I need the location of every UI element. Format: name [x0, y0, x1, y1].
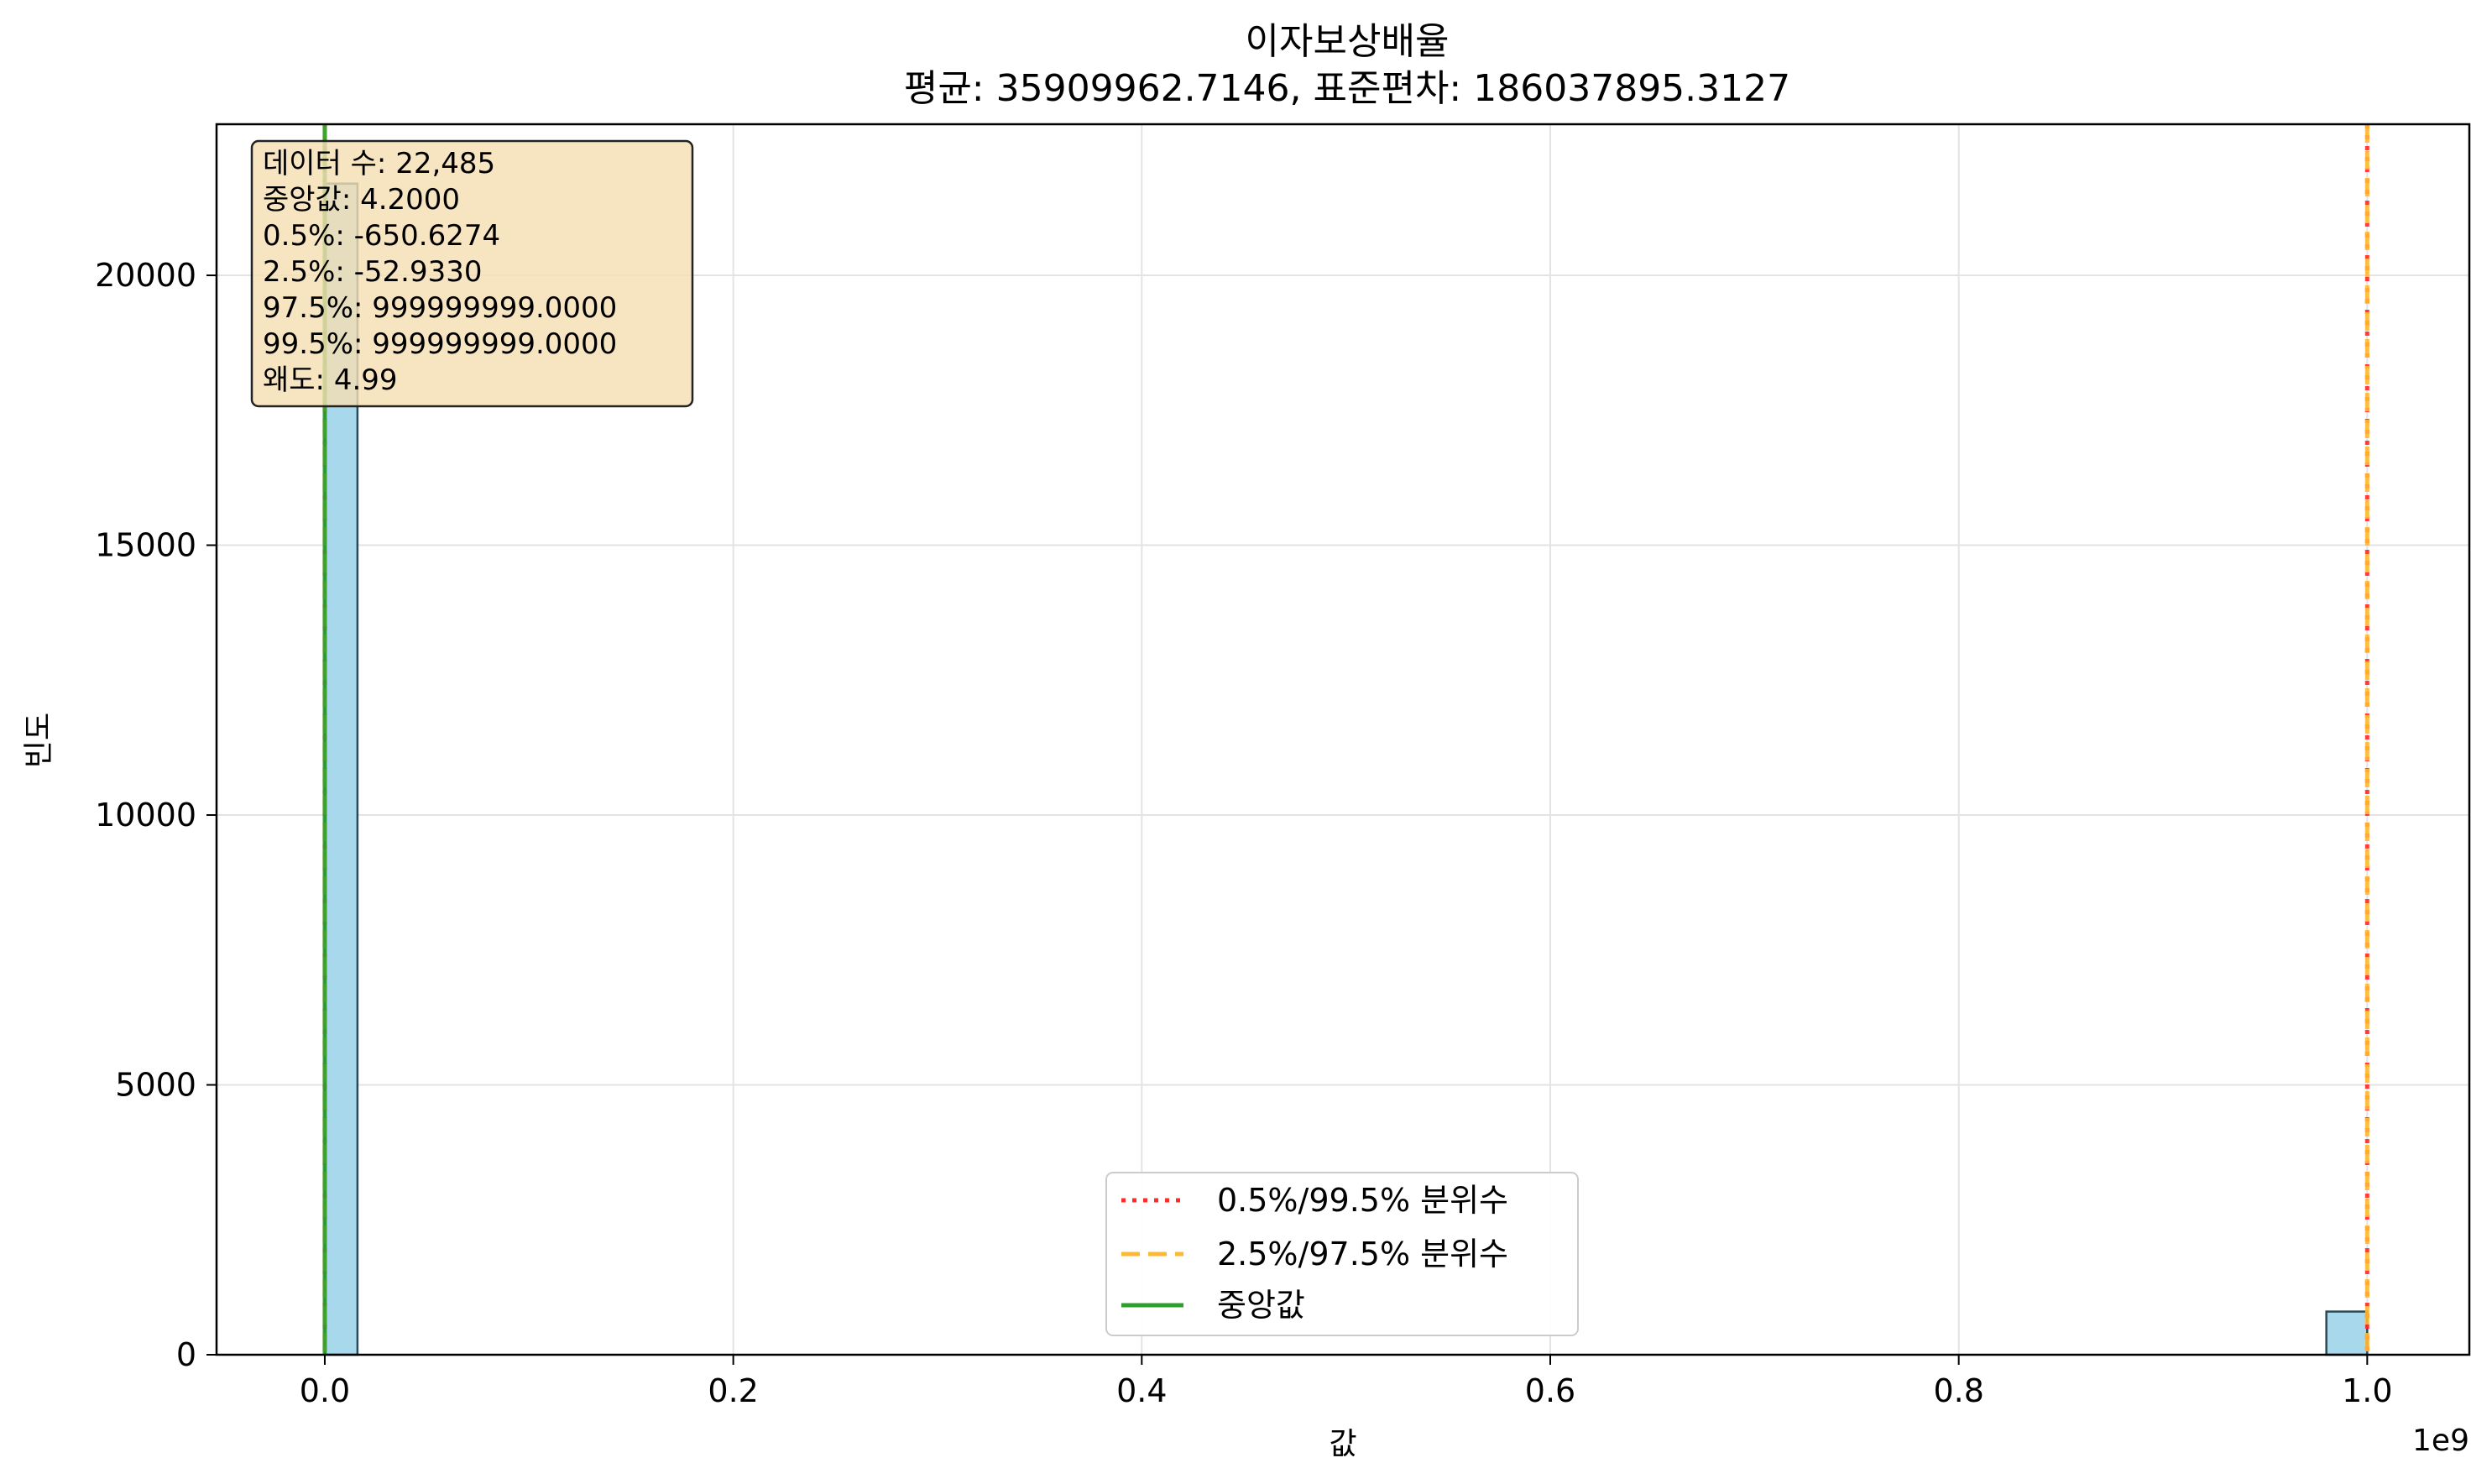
stats-line: 데이터 수: 22,485 — [263, 147, 495, 180]
stats-line: 중앙값: 4.2000 — [263, 183, 460, 217]
y-tick-label: 0 — [176, 1336, 196, 1373]
y-axis-ticks: 0 5000 10000 15000 20000 — [95, 257, 217, 1373]
chart-title: 이자보상배율 — [1246, 20, 1450, 63]
y-tick-label: 5000 — [115, 1067, 196, 1104]
legend-frame — [1105, 1172, 1579, 1336]
x-axis-ticks: 0.0 0.2 0.4 0.6 0.8 1.0 — [300, 1355, 2393, 1409]
legend-label: 0.5%/99.5% 분위수 — [1217, 1182, 1508, 1219]
x-tick-label: 0.4 — [1116, 1372, 1167, 1409]
stats-box: 데이터 수: 22,485 중앙값: 4.2000 0.5%: -650.627… — [250, 139, 694, 408]
x-tick-label: 0.2 — [708, 1372, 758, 1409]
legend-label: 중앙값 — [1217, 1287, 1305, 1324]
stats-line: 왜도: 4.99 — [263, 363, 398, 397]
legend-label: 2.5%/97.5% 분위수 — [1217, 1236, 1508, 1272]
y-tick-label: 10000 — [95, 797, 196, 833]
x-offset-label: 1e9 — [2412, 1424, 2469, 1458]
x-tick-label: 0.8 — [1933, 1372, 1983, 1409]
x-axis-label: 값 — [1329, 1427, 1356, 1461]
stats-line: 97.5%: 999999999.0000 — [263, 291, 617, 325]
stats-line: 2.5%: -52.9330 — [263, 255, 483, 289]
y-tick-label: 15000 — [95, 527, 196, 564]
stats-box-background — [250, 139, 694, 408]
legend: 0.5%/99.5% 분위수 2.5%/97.5% 분위수 중앙값 — [1105, 1172, 1579, 1336]
histogram-bar — [2325, 1310, 2369, 1356]
x-tick-label: 0.6 — [1525, 1372, 1575, 1409]
stats-line: 0.5%: -650.6274 — [263, 219, 500, 253]
x-tick-label: 0.0 — [300, 1372, 350, 1409]
stats-line: 99.5%: 999999999.0000 — [263, 327, 617, 361]
x-tick-label: 1.0 — [2342, 1372, 2392, 1409]
y-axis-label: 빈도 — [22, 713, 56, 768]
chart-subtitle: 평균: 35909962.7146, 표준편차: 186037895.3127 — [904, 67, 1790, 110]
y-tick-label: 20000 — [95, 257, 196, 294]
plot-frame — [215, 123, 2471, 1356]
